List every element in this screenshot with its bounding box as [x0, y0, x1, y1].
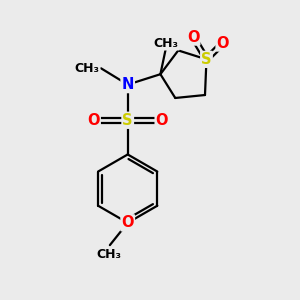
Text: CH₃: CH₃ [154, 37, 179, 50]
Text: S: S [122, 113, 133, 128]
Text: O: O [87, 113, 100, 128]
Text: O: O [156, 113, 168, 128]
Text: CH₃: CH₃ [74, 62, 100, 75]
Text: O: O [217, 35, 229, 50]
Text: CH₃: CH₃ [96, 248, 121, 261]
Text: O: O [187, 30, 199, 45]
Text: O: O [122, 215, 134, 230]
Text: N: N [122, 77, 134, 92]
Text: S: S [201, 52, 212, 67]
